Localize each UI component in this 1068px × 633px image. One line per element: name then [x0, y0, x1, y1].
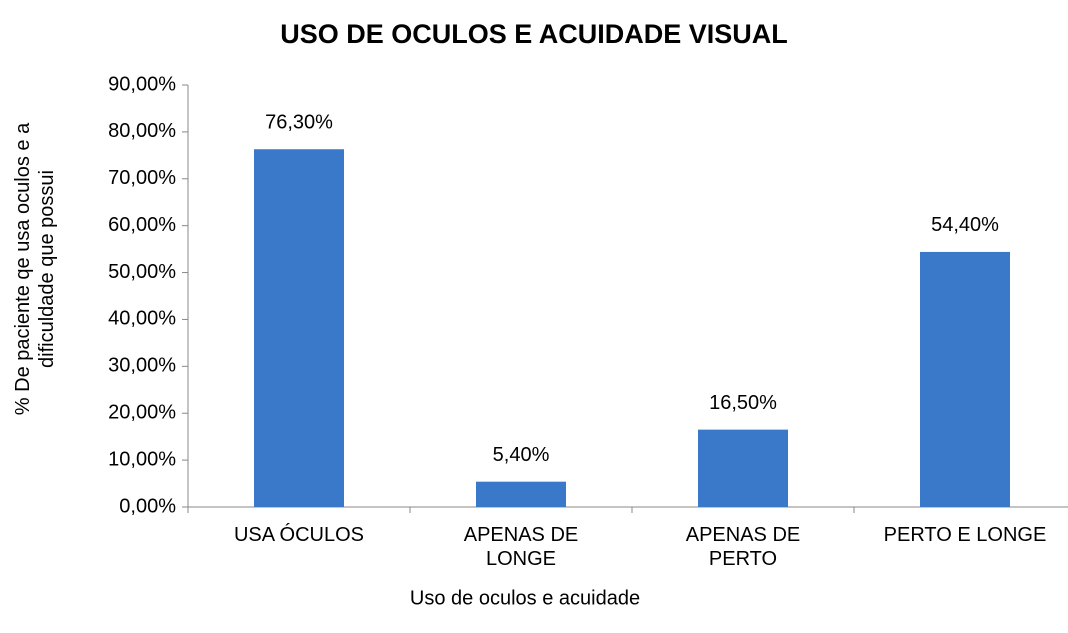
- chart-title: USO DE OCULOS E ACUIDADE VISUAL: [280, 19, 788, 49]
- y-axis-title: % De paciente qe usa oculos e a dificuld…: [12, 122, 58, 416]
- y-tick-label: 50,00%: [108, 261, 176, 283]
- y-tick-label: 40,00%: [108, 308, 176, 330]
- bar: [920, 251, 1010, 507]
- x-tick-label: PERTO E LONGE: [883, 524, 1047, 546]
- x-axis-title: Uso de oculos e acuidade: [410, 587, 640, 609]
- x-tick-label: USA ÓCULOS: [233, 524, 365, 546]
- y-tick-label: 90,00%: [108, 73, 176, 95]
- value-label: 54,40%: [931, 214, 999, 236]
- x-tick-label: APENAS DE PERTO: [685, 524, 801, 570]
- y-tick-label: 30,00%: [108, 355, 176, 377]
- value-label: 16,50%: [709, 392, 777, 414]
- y-tick-label: 60,00%: [108, 214, 176, 236]
- bar: [698, 429, 788, 507]
- value-label: 76,30%: [265, 112, 333, 134]
- y-tick-label: 20,00%: [108, 402, 176, 424]
- bar: [476, 481, 566, 507]
- y-tick-label: 70,00%: [108, 167, 176, 189]
- y-tick-label: 80,00%: [108, 120, 176, 142]
- bar: [254, 149, 344, 507]
- x-tick-label: APENAS DE LONGE: [463, 524, 579, 570]
- value-label: 5,40%: [493, 444, 550, 466]
- y-tick-label: 0,00%: [119, 495, 176, 517]
- y-tick-label: 10,00%: [108, 448, 176, 470]
